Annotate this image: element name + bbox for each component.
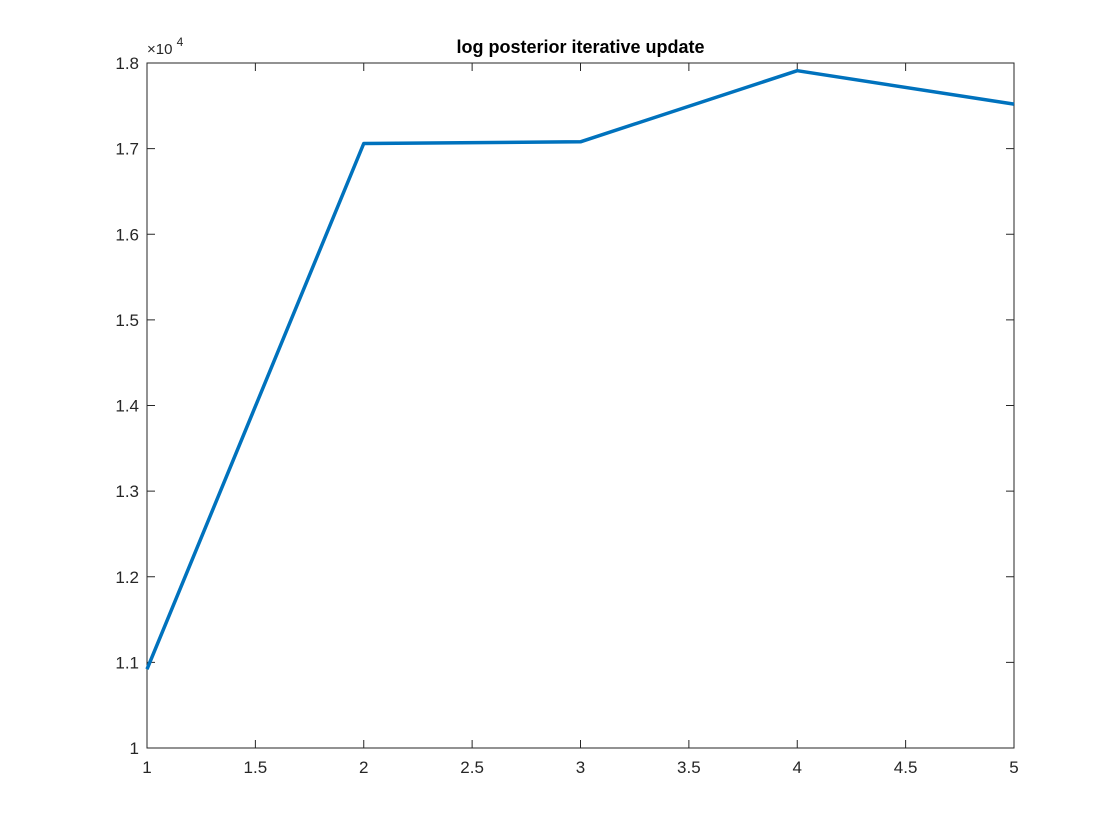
x-tick-label: 1.5 (244, 758, 268, 777)
y-tick-label: 1.8 (115, 54, 139, 73)
x-tick-label: 5 (1009, 758, 1018, 777)
x-tick-label: 4 (793, 758, 802, 777)
y-tick-label: 1.5 (115, 311, 139, 330)
x-axis: 1 1.5 2 2.5 3 3.5 4 4.5 5 (142, 63, 1019, 777)
x-tick-label: 3.5 (677, 758, 701, 777)
series-line (145, 68, 1015, 670)
y-tick-label: 1.2 (115, 568, 139, 587)
x-tick-label: 2 (359, 758, 368, 777)
plot-area (145, 68, 1015, 670)
y-tick-label: 1.7 (115, 140, 139, 159)
y-exponent-base: ×10 (147, 41, 172, 58)
x-tick-label: 3 (576, 758, 585, 777)
y-tick-label: 1 (130, 739, 139, 758)
chart-title: log posterior iterative update (456, 37, 704, 57)
y-tick-label: 1.4 (115, 397, 139, 416)
y-tick-label: 1.3 (115, 482, 139, 501)
y-exponent-power: 4 (177, 35, 184, 49)
x-tick-label: 4.5 (894, 758, 918, 777)
x-tick-label: 1 (142, 758, 151, 777)
y-axis: 1 1.1 1.2 1.3 1.4 1.5 1.6 1.7 1.8 (115, 54, 1014, 758)
x-tick-label: 2.5 (460, 758, 484, 777)
y-tick-label: 1.6 (115, 225, 139, 244)
y-tick-label: 1.1 (115, 653, 139, 672)
y-axis-exponent: ×10 4 (147, 35, 184, 58)
axes-box (146, 62, 1015, 749)
